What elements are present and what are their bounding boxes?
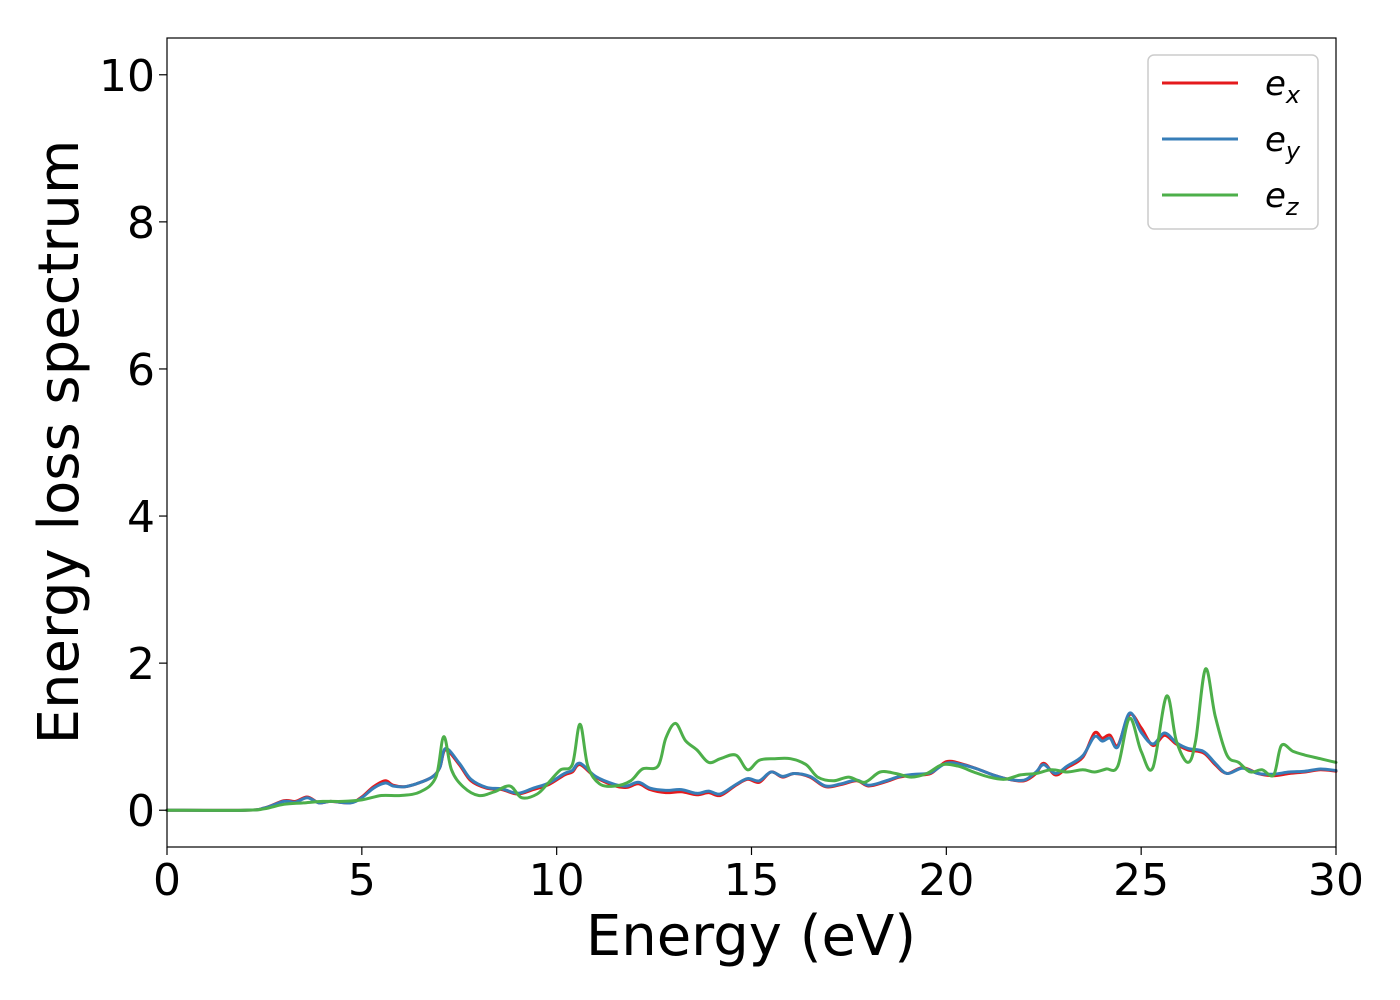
y-tick-label: 10 xyxy=(99,51,155,102)
legend-label-e-x: ex xyxy=(1265,64,1301,109)
x-tick-label: 30 xyxy=(1308,855,1364,906)
legend-label-e-z: ez xyxy=(1265,176,1300,221)
y-axis: 0 2 4 6 8 10 xyxy=(99,51,167,837)
series-line-e-y xyxy=(165,711,1338,812)
legend-box xyxy=(1147,54,1319,230)
series-layer xyxy=(165,667,1338,812)
legend: ex ey ez xyxy=(1147,54,1319,230)
y-tick-label: 6 xyxy=(127,345,155,396)
y-tick-label: 4 xyxy=(127,492,155,543)
x-tick-label: 10 xyxy=(529,855,585,906)
x-tick-label: 25 xyxy=(1113,855,1169,906)
y-tick-label: 2 xyxy=(127,639,155,690)
x-tick-label: 5 xyxy=(348,855,376,906)
x-tick-label: 15 xyxy=(724,855,780,906)
x-tick-label: 20 xyxy=(918,855,974,906)
x-tick-label: 0 xyxy=(153,855,181,906)
plot-area xyxy=(167,38,1336,847)
x-axis-title: Energy (eV) xyxy=(586,904,916,969)
x-axis: 0 5 10 15 20 25 30 xyxy=(153,847,1364,906)
y-tick-label: 0 xyxy=(127,786,155,837)
y-tick-label: 8 xyxy=(127,198,155,249)
y-axis-title: Energy loss spectrum xyxy=(27,140,92,745)
series-line-e-z xyxy=(165,667,1338,812)
legend-label-e-y: ey xyxy=(1265,120,1301,165)
